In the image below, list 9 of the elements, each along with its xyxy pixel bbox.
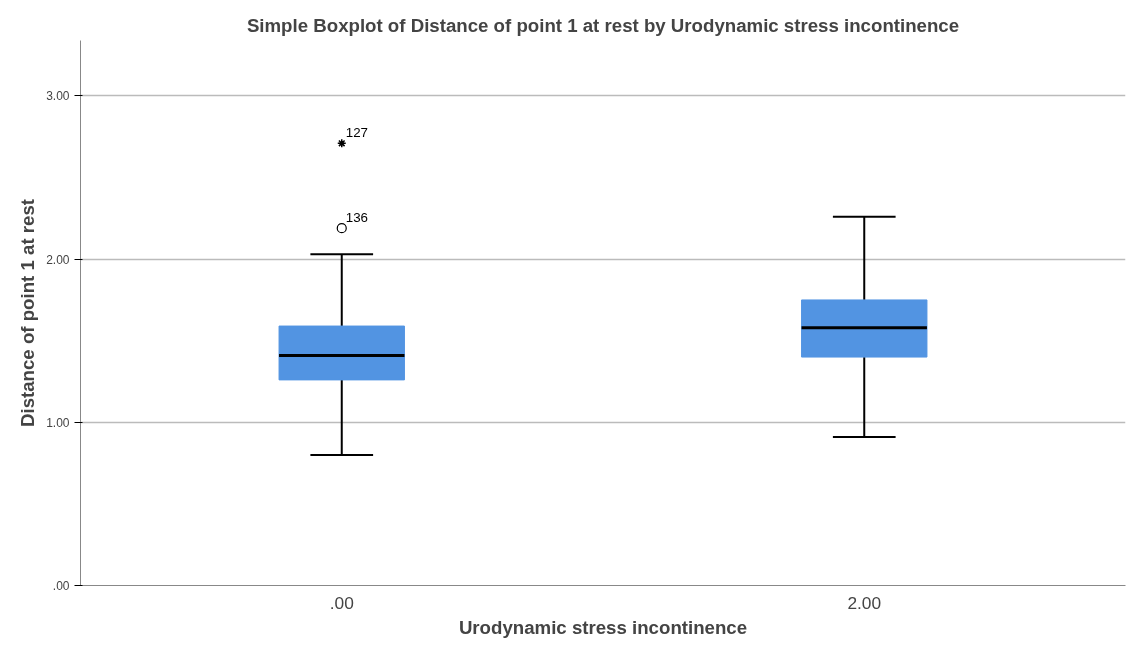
y-tick-label: 3.00 [46,89,70,104]
y-tick-label: .00 [52,579,70,593]
x-axis-title: Urodynamic stress incontinence [458,616,748,638]
annotation: 136 [345,210,368,226]
chart-title: Simple Boxplot of Distance of point 1 at rest by Urodynamic stress incontinence [246,14,960,36]
y-axis-title: Distance of point 1 at rest [17,198,39,428]
annotation: 127 [345,125,368,141]
y-tick-label: 1.00 [46,415,70,430]
y-tick-label: 2.00 [46,252,70,267]
